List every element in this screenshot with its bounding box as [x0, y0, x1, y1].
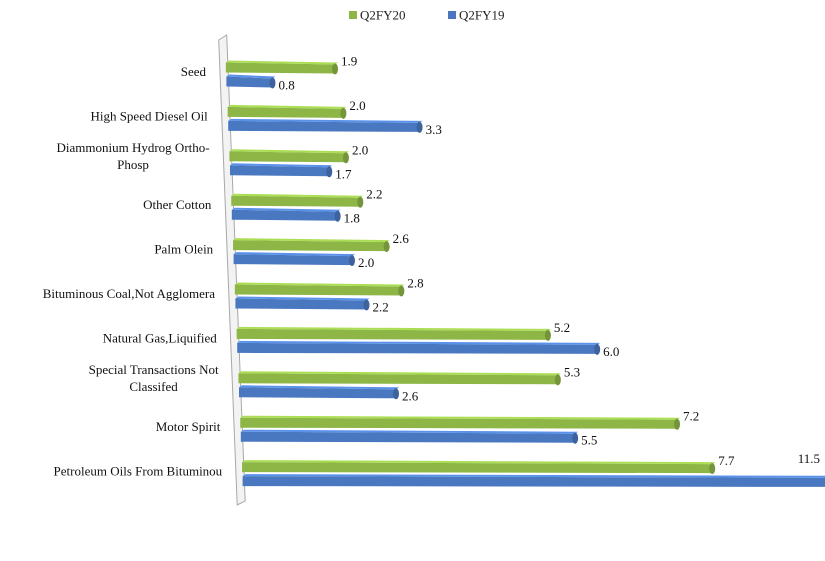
bar-q2fy19-special-transactions-not-classifed — [239, 385, 400, 400]
value-label-q2fy20-natural-gas-liquified: 5.2 — [554, 320, 570, 335]
legend-label-q2fy19: Q2FY19 — [459, 8, 505, 23]
bar-q2fy19-palm-olein — [233, 252, 355, 267]
value-label-q2fy20-seed: 1.9 — [341, 54, 357, 69]
bar-q2fy19-diammonium-hydrog-ortho-phosp — [230, 163, 333, 178]
bar-q2fy19-petroleum-oils-from-bituminou — [242, 474, 825, 487]
category-label-palm-olein: Palm Olein — [154, 242, 213, 257]
legend-label-q2fy20: Q2FY20 — [360, 8, 406, 23]
category-label-special-transactions-not-classifed: Special Transactions Not Classifed — [89, 362, 219, 394]
bar-q2fy19-high-speed-diesel-oil — [228, 118, 423, 133]
bar-q2fy20-motor-spirit — [240, 415, 681, 430]
value-label-q2fy20-diammonium-hydrog-ortho-phosp: 2.0 — [352, 142, 368, 157]
bar-q2fy19-natural-gas-liquified — [237, 340, 601, 355]
category-label-bituminous-coal-not-agglomera: Bituminous Coal,Not Agglomera — [43, 286, 215, 301]
bars — [225, 60, 825, 487]
bar-q2fy19-seed — [226, 74, 276, 89]
value-label-q2fy20-petroleum-oils-from-bituminou: 7.7 — [718, 453, 735, 468]
legend: Q2FY20 Q2FY19 — [349, 8, 505, 23]
bar-q2fy20-other-cotton — [231, 193, 364, 208]
value-label-q2fy19-bituminous-coal-not-agglomera: 2.2 — [373, 300, 389, 315]
value-label-q2fy19-diammonium-hydrog-ortho-phosp: 1.7 — [335, 166, 352, 181]
value-label-q2fy19-high-speed-diesel-oil: 3.3 — [426, 122, 442, 137]
value-label-q2fy19-natural-gas-liquified: 6.0 — [603, 344, 619, 359]
bar-q2fy20-petroleum-oils-from-bituminou — [242, 460, 716, 475]
category-labels: Seed High Speed Diesel Oil Diammonium Hydr… — [43, 64, 223, 479]
value-label-q2fy19-petroleum-oils-from-bituminou: 11.5 — [798, 451, 820, 466]
category-label-diammonium-hydrog-ortho-phosp: Diammonium Hydrog Ortho-Phosp — [57, 140, 210, 172]
bar-q2fy19-other-cotton — [231, 207, 341, 222]
value-label-q2fy20-special-transactions-not-classifed: 5.3 — [564, 364, 580, 379]
bar-q2fy20-bituminous-coal-not-agglomera — [234, 282, 405, 297]
category-label-petroleum-oils-from-bituminou: Petroleum Oils From Bituminou — [54, 464, 223, 479]
value-label-q2fy19-special-transactions-not-classifed: 2.6 — [402, 388, 419, 403]
value-label-q2fy20-motor-spirit: 7.2 — [683, 409, 699, 424]
value-label-q2fy20-bituminous-coal-not-agglomera: 2.8 — [407, 276, 423, 291]
category-label-high-speed-diesel-oil: High Speed Diesel Oil — [90, 108, 208, 123]
category-label-natural-gas-liquified: Natural Gas,Liquified — [103, 330, 218, 345]
value-labels: 1.90.82.03.32.01.72.21.82.62.02.82.25.26… — [278, 54, 820, 469]
bar-q2fy20-high-speed-diesel-oil — [227, 104, 347, 119]
bar-q2fy19-motor-spirit — [240, 429, 579, 444]
value-label-q2fy20-palm-olein: 2.6 — [393, 231, 410, 246]
value-label-q2fy20-high-speed-diesel-oil: 2.0 — [349, 98, 365, 113]
bar-q2fy20-diammonium-hydrog-ortho-phosp — [229, 149, 349, 164]
category-label-other-cotton: Other Cotton — [143, 197, 212, 212]
category-label-seed: Seed — [181, 64, 207, 79]
value-label-q2fy19-palm-olein: 2.0 — [358, 255, 374, 270]
bar-q2fy19-bituminous-coal-not-agglomera — [235, 296, 370, 311]
bar-q2fy20-seed — [225, 60, 339, 75]
legend-swatch-q2fy20 — [349, 11, 357, 19]
value-label-q2fy20-other-cotton: 2.2 — [366, 187, 382, 202]
value-label-q2fy19-motor-spirit: 5.5 — [581, 433, 597, 448]
value-label-q2fy19-other-cotton: 1.8 — [344, 211, 360, 226]
bar-q2fy20-palm-olein — [233, 238, 390, 253]
plot-side-wall — [218, 34, 246, 506]
bar-q2fy20-natural-gas-liquified — [236, 326, 551, 341]
value-label-q2fy19-seed: 0.8 — [278, 78, 294, 93]
category-label-motor-spirit: Motor Spirit — [156, 419, 221, 434]
chart-back-wall — [218, 34, 246, 506]
legend-swatch-q2fy19 — [448, 11, 456, 19]
bar-q2fy20-special-transactions-not-classifed — [238, 371, 561, 386]
